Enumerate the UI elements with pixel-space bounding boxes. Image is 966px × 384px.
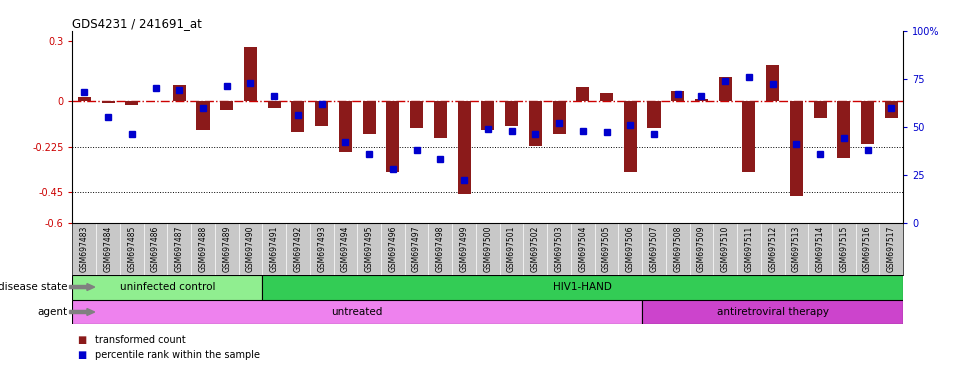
- Bar: [244, 47, 257, 101]
- Text: GSM697499: GSM697499: [460, 225, 469, 272]
- Text: agent: agent: [38, 307, 68, 317]
- Bar: [577, 87, 589, 101]
- Bar: [263, 275, 903, 300]
- Text: GSM697492: GSM697492: [294, 225, 302, 272]
- Bar: [173, 85, 185, 101]
- Text: GSM697514: GSM697514: [815, 225, 825, 272]
- Bar: [600, 93, 613, 101]
- Text: transformed count: transformed count: [95, 335, 185, 345]
- Text: uninfected control: uninfected control: [120, 282, 215, 292]
- Text: ■: ■: [77, 335, 87, 345]
- Text: GSM697494: GSM697494: [341, 225, 350, 272]
- Bar: [411, 101, 423, 128]
- Bar: [885, 101, 897, 118]
- Bar: [719, 77, 731, 101]
- Bar: [458, 101, 470, 194]
- Bar: [292, 101, 304, 132]
- Text: GSM697493: GSM697493: [317, 225, 327, 272]
- Text: GSM697509: GSM697509: [696, 225, 706, 272]
- Text: GSM697483: GSM697483: [80, 225, 89, 272]
- Bar: [743, 101, 755, 172]
- Text: GSM697497: GSM697497: [412, 225, 421, 272]
- Bar: [505, 101, 518, 126]
- Text: GSM697496: GSM697496: [388, 225, 397, 272]
- Text: GSM697489: GSM697489: [222, 225, 231, 272]
- Text: GSM697506: GSM697506: [626, 225, 635, 272]
- Text: GSM697500: GSM697500: [483, 225, 493, 272]
- Text: untreated: untreated: [331, 307, 383, 317]
- Bar: [624, 101, 637, 172]
- Bar: [362, 101, 376, 134]
- Text: GSM697505: GSM697505: [602, 225, 611, 272]
- Text: GSM697501: GSM697501: [507, 225, 516, 272]
- Bar: [386, 101, 399, 172]
- Bar: [196, 101, 210, 130]
- Text: GSM697491: GSM697491: [270, 225, 279, 272]
- Text: percentile rank within the sample: percentile rank within the sample: [95, 350, 260, 360]
- Bar: [766, 65, 780, 101]
- Bar: [434, 101, 447, 138]
- Text: ■: ■: [77, 350, 87, 360]
- Text: GSM697485: GSM697485: [128, 225, 136, 272]
- Text: GDS4231 / 241691_at: GDS4231 / 241691_at: [72, 17, 202, 30]
- Bar: [72, 275, 263, 300]
- Text: GSM697517: GSM697517: [887, 225, 895, 272]
- Text: GSM697508: GSM697508: [673, 225, 682, 272]
- Text: GSM697495: GSM697495: [364, 225, 374, 272]
- Text: GSM697487: GSM697487: [175, 225, 184, 272]
- Bar: [220, 101, 233, 109]
- Text: GSM697498: GSM697498: [436, 225, 445, 272]
- Bar: [642, 300, 903, 324]
- Bar: [813, 101, 827, 118]
- Bar: [695, 99, 708, 101]
- Bar: [101, 101, 115, 103]
- Bar: [838, 101, 850, 158]
- Text: HIV1-HAND: HIV1-HAND: [554, 282, 612, 292]
- Text: GSM697490: GSM697490: [246, 225, 255, 272]
- Text: GSM697502: GSM697502: [530, 225, 540, 272]
- Bar: [861, 101, 874, 144]
- Text: GSM697510: GSM697510: [721, 225, 729, 272]
- Text: GSM697515: GSM697515: [839, 225, 848, 272]
- Text: disease state: disease state: [0, 282, 68, 292]
- Bar: [647, 101, 661, 128]
- Bar: [339, 101, 352, 152]
- Bar: [72, 300, 642, 324]
- Text: GSM697484: GSM697484: [103, 225, 113, 272]
- Bar: [553, 101, 565, 134]
- Text: GSM697507: GSM697507: [649, 225, 659, 272]
- Text: GSM697513: GSM697513: [792, 225, 801, 272]
- Bar: [671, 91, 684, 101]
- Text: GSM697511: GSM697511: [745, 225, 753, 271]
- Text: GSM697504: GSM697504: [579, 225, 587, 272]
- Text: GSM697503: GSM697503: [554, 225, 563, 272]
- Text: GSM697488: GSM697488: [198, 225, 208, 271]
- Text: GSM697512: GSM697512: [768, 225, 778, 271]
- Bar: [78, 98, 91, 101]
- Bar: [790, 101, 803, 197]
- Bar: [268, 101, 281, 108]
- Bar: [126, 101, 138, 106]
- Text: GSM697486: GSM697486: [151, 225, 160, 272]
- Bar: [528, 101, 542, 146]
- Text: GSM697516: GSM697516: [863, 225, 872, 272]
- Bar: [315, 101, 328, 126]
- Bar: [481, 101, 495, 130]
- Text: antiretroviral therapy: antiretroviral therapy: [717, 307, 829, 317]
